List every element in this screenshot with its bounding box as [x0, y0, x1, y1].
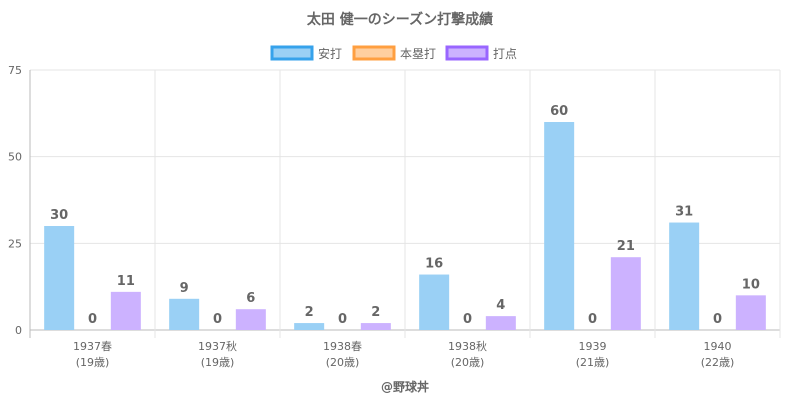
x-tick-label: 1937秋 [198, 339, 237, 353]
bar-value-label: 2 [371, 305, 380, 320]
bar [669, 222, 700, 330]
gridlines [29, 69, 781, 338]
bar [235, 309, 266, 330]
bar-value-label: 2 [305, 305, 314, 320]
x-axis: 1937春 (19歳) 1937秋 (19歳) 1938春 (20歳) 1938秋 (20歳)… [73, 339, 734, 369]
bar [44, 226, 75, 330]
x-tick-label: (20歳) [326, 356, 360, 369]
bar-value-label: 11 [117, 274, 135, 289]
bar-value-label: 0 [338, 312, 347, 327]
legend-label: 打点 [493, 47, 517, 61]
bar [360, 323, 391, 330]
bar-value-label: 0 [463, 312, 472, 327]
bar [544, 122, 575, 330]
x-tick-label: 1940 [704, 340, 732, 353]
bar [610, 257, 641, 330]
legend-item[interactable]: 安打 [270, 45, 342, 61]
bar [294, 323, 325, 330]
legend-item[interactable]: 本塁打 [352, 45, 436, 61]
bars [44, 122, 766, 330]
legend[interactable]: 安打 本塁打 打点 [270, 45, 517, 61]
x-tick-label: (19歳) [201, 356, 235, 369]
bar-value-label: 21 [617, 239, 635, 254]
x-tick-label: (19歳) [76, 356, 110, 369]
bar-value-label: 9 [180, 281, 189, 296]
x-tick-label: 1939 [579, 340, 607, 353]
bar [110, 291, 141, 330]
legend-item[interactable]: 打点 [445, 45, 517, 61]
y-tick-label: 50 [8, 151, 22, 164]
bar-value-label: 31 [675, 205, 693, 220]
bar-value-label: 6 [246, 291, 255, 306]
x-tick-label: (21歳) [576, 356, 610, 369]
bar [419, 274, 450, 330]
y-tick-label: 75 [8, 64, 22, 77]
x-tick-label: (22歳) [701, 356, 735, 369]
bar [735, 295, 766, 330]
legend-swatch [352, 45, 396, 61]
bar-value-label: 0 [713, 312, 722, 327]
bar-value-label: 60 [550, 104, 568, 119]
bar-value-label: 30 [50, 208, 68, 223]
bar-value-label: 0 [213, 312, 222, 327]
legend-swatch [445, 45, 489, 61]
x-tick-label: 1937春 [73, 340, 112, 353]
x-tick-label: 1938秋 [448, 339, 487, 353]
bar [169, 298, 200, 330]
y-axis: 0 25 50 75 [8, 64, 22, 337]
bar-value-label: 0 [88, 312, 97, 327]
y-tick-label: 0 [15, 324, 22, 337]
bar-labels: 30 9 2 16 60 31 0 0 0 0 0 0 11 6 2 4 21 10 [50, 104, 760, 327]
bar-value-label: 10 [742, 277, 760, 292]
x-tick-label: 1938春 [323, 340, 362, 353]
legend-swatch [270, 45, 314, 61]
bar-value-label: 0 [588, 312, 597, 327]
bar-value-label: 4 [496, 298, 505, 313]
credit-text: @野球丼 [381, 379, 429, 394]
legend-label: 安打 [318, 46, 342, 61]
chart-title: 太田 健一のシーズン打撃成績 [307, 11, 493, 28]
y-tick-label: 25 [8, 237, 22, 250]
legend-label: 本塁打 [400, 47, 436, 61]
x-tick-label: (20歳) [451, 356, 485, 369]
bar-value-label: 16 [425, 257, 443, 272]
bar [485, 316, 516, 330]
